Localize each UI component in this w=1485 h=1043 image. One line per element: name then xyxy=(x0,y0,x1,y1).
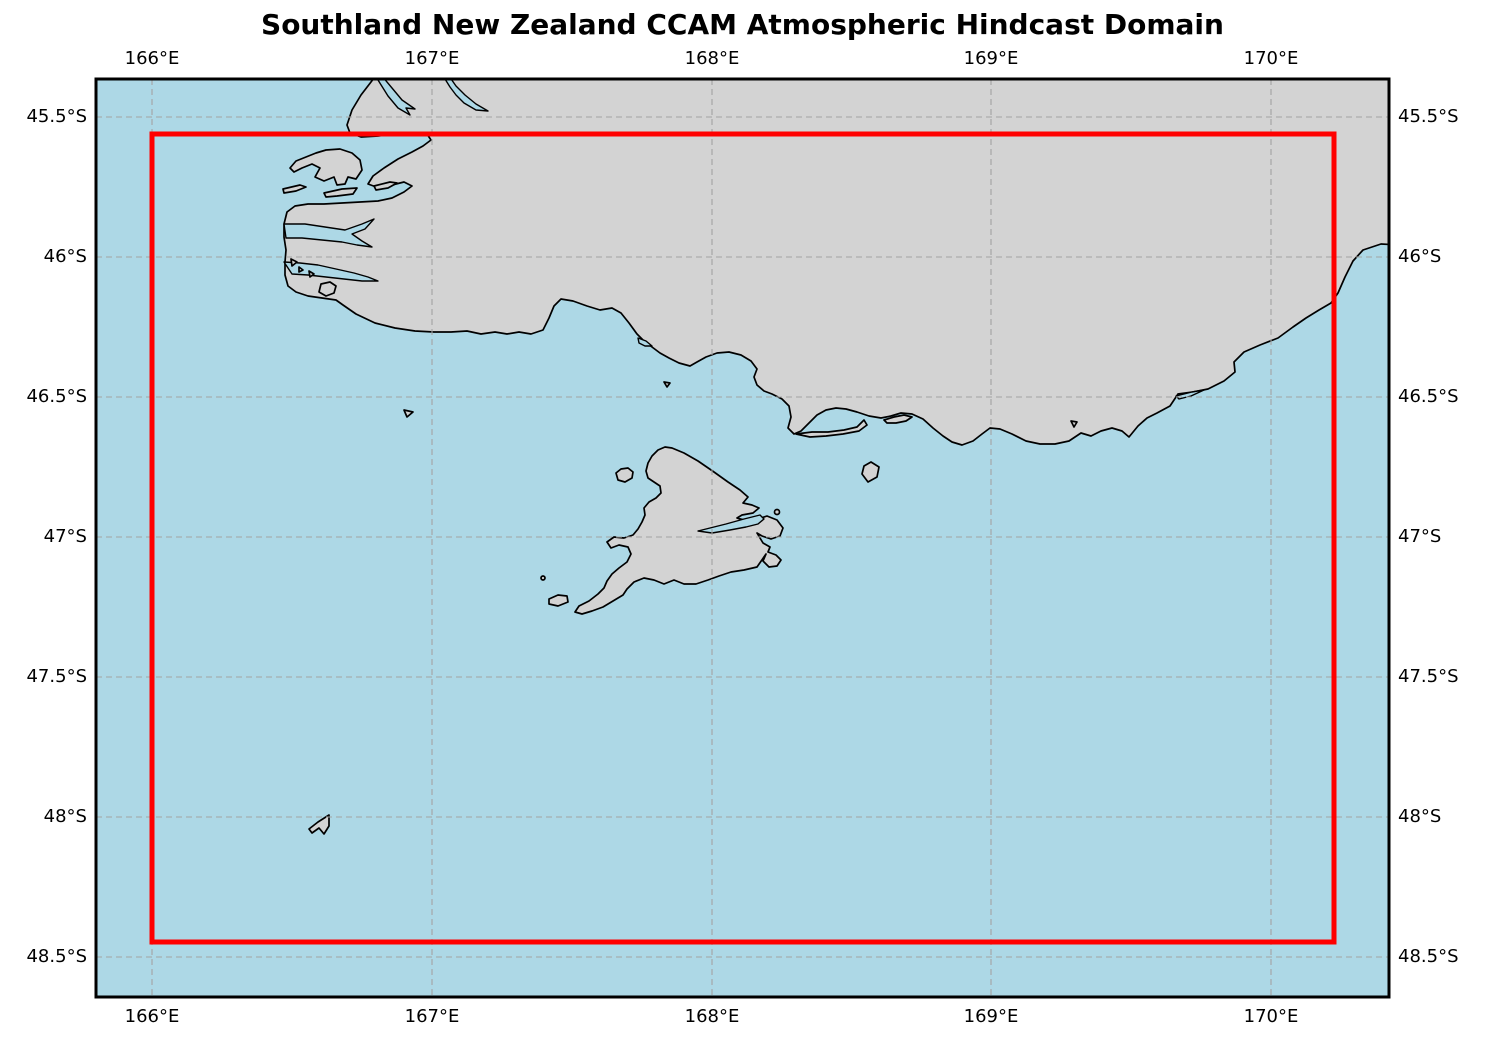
southwest-islet xyxy=(548,594,569,607)
tick-left-48-5s: 48.5°S xyxy=(26,946,87,967)
dusky-sound-islet-3 xyxy=(373,181,398,191)
green-islets xyxy=(1070,420,1078,428)
codfish-island xyxy=(615,467,634,483)
tick-right-46-5s: 46.5°S xyxy=(1398,386,1459,407)
chalky-inlet xyxy=(283,218,375,248)
lagoon-spit-west xyxy=(795,419,868,438)
fjord-inlet-west xyxy=(377,79,416,116)
dusky-sound-islet-2 xyxy=(323,187,358,198)
dusky-sound-islet-1 xyxy=(282,184,307,194)
puysegur-islet-1 xyxy=(290,258,298,267)
mainland-coastline xyxy=(283,79,1389,446)
tick-right-48-5s: 48.5°S xyxy=(1398,946,1459,967)
domain-boundary-box xyxy=(149,131,1337,945)
tiny-islet-west xyxy=(540,575,546,581)
map-frame xyxy=(94,77,1391,999)
tick-left-45-5s: 45.5°S xyxy=(26,106,87,127)
preservation-inlet xyxy=(283,261,379,282)
bluff-harbour-notch xyxy=(637,337,653,347)
tick-bottom-168e: 168°E xyxy=(684,1006,740,1027)
tick-bottom-167e: 167°E xyxy=(404,1006,460,1027)
tiny-islet-east xyxy=(773,508,781,516)
tick-left-47s: 47°S xyxy=(43,526,87,547)
puysegur-islet-3 xyxy=(308,270,315,278)
tick-top-169e: 169°E xyxy=(963,48,1019,69)
map-title: Southland New Zealand CCAM Atmospheric H… xyxy=(261,8,1224,41)
lagoon-spit-east xyxy=(883,414,913,424)
fjord-inlet-east xyxy=(444,79,489,112)
tick-top-167e: 167°E xyxy=(404,48,460,69)
ruapuke-island xyxy=(861,461,880,483)
tick-left-46s: 46°S xyxy=(43,246,87,267)
tick-top-170e: 170°E xyxy=(1243,48,1299,69)
solander-island xyxy=(403,409,414,418)
tick-right-47-5s: 47.5°S xyxy=(1398,666,1459,687)
tick-left-47-5s: 47.5°S xyxy=(26,666,87,687)
resolution-island xyxy=(289,148,363,186)
tick-right-48s: 48°S xyxy=(1398,806,1442,827)
tick-bottom-166e: 166°E xyxy=(124,1006,180,1027)
tick-top-168e: 168°E xyxy=(684,48,740,69)
snares-islands xyxy=(308,814,330,835)
tick-right-46s: 46°S xyxy=(1398,246,1442,267)
puysegur-islet-2 xyxy=(298,266,304,273)
tick-left-48s: 48°S xyxy=(43,806,87,827)
tick-bottom-170e: 170°E xyxy=(1243,1006,1299,1027)
tick-right-45-5s: 45.5°S xyxy=(1398,106,1459,127)
coal-island xyxy=(318,281,337,297)
tick-top-166e: 166°E xyxy=(124,48,180,69)
tick-right-47s: 47°S xyxy=(1398,526,1442,547)
tick-left-46-5s: 46.5°S xyxy=(26,386,87,407)
dog-island xyxy=(663,381,671,388)
catlins-estuary-sliver xyxy=(1175,389,1205,400)
tick-bottom-169e: 169°E xyxy=(963,1006,1019,1027)
